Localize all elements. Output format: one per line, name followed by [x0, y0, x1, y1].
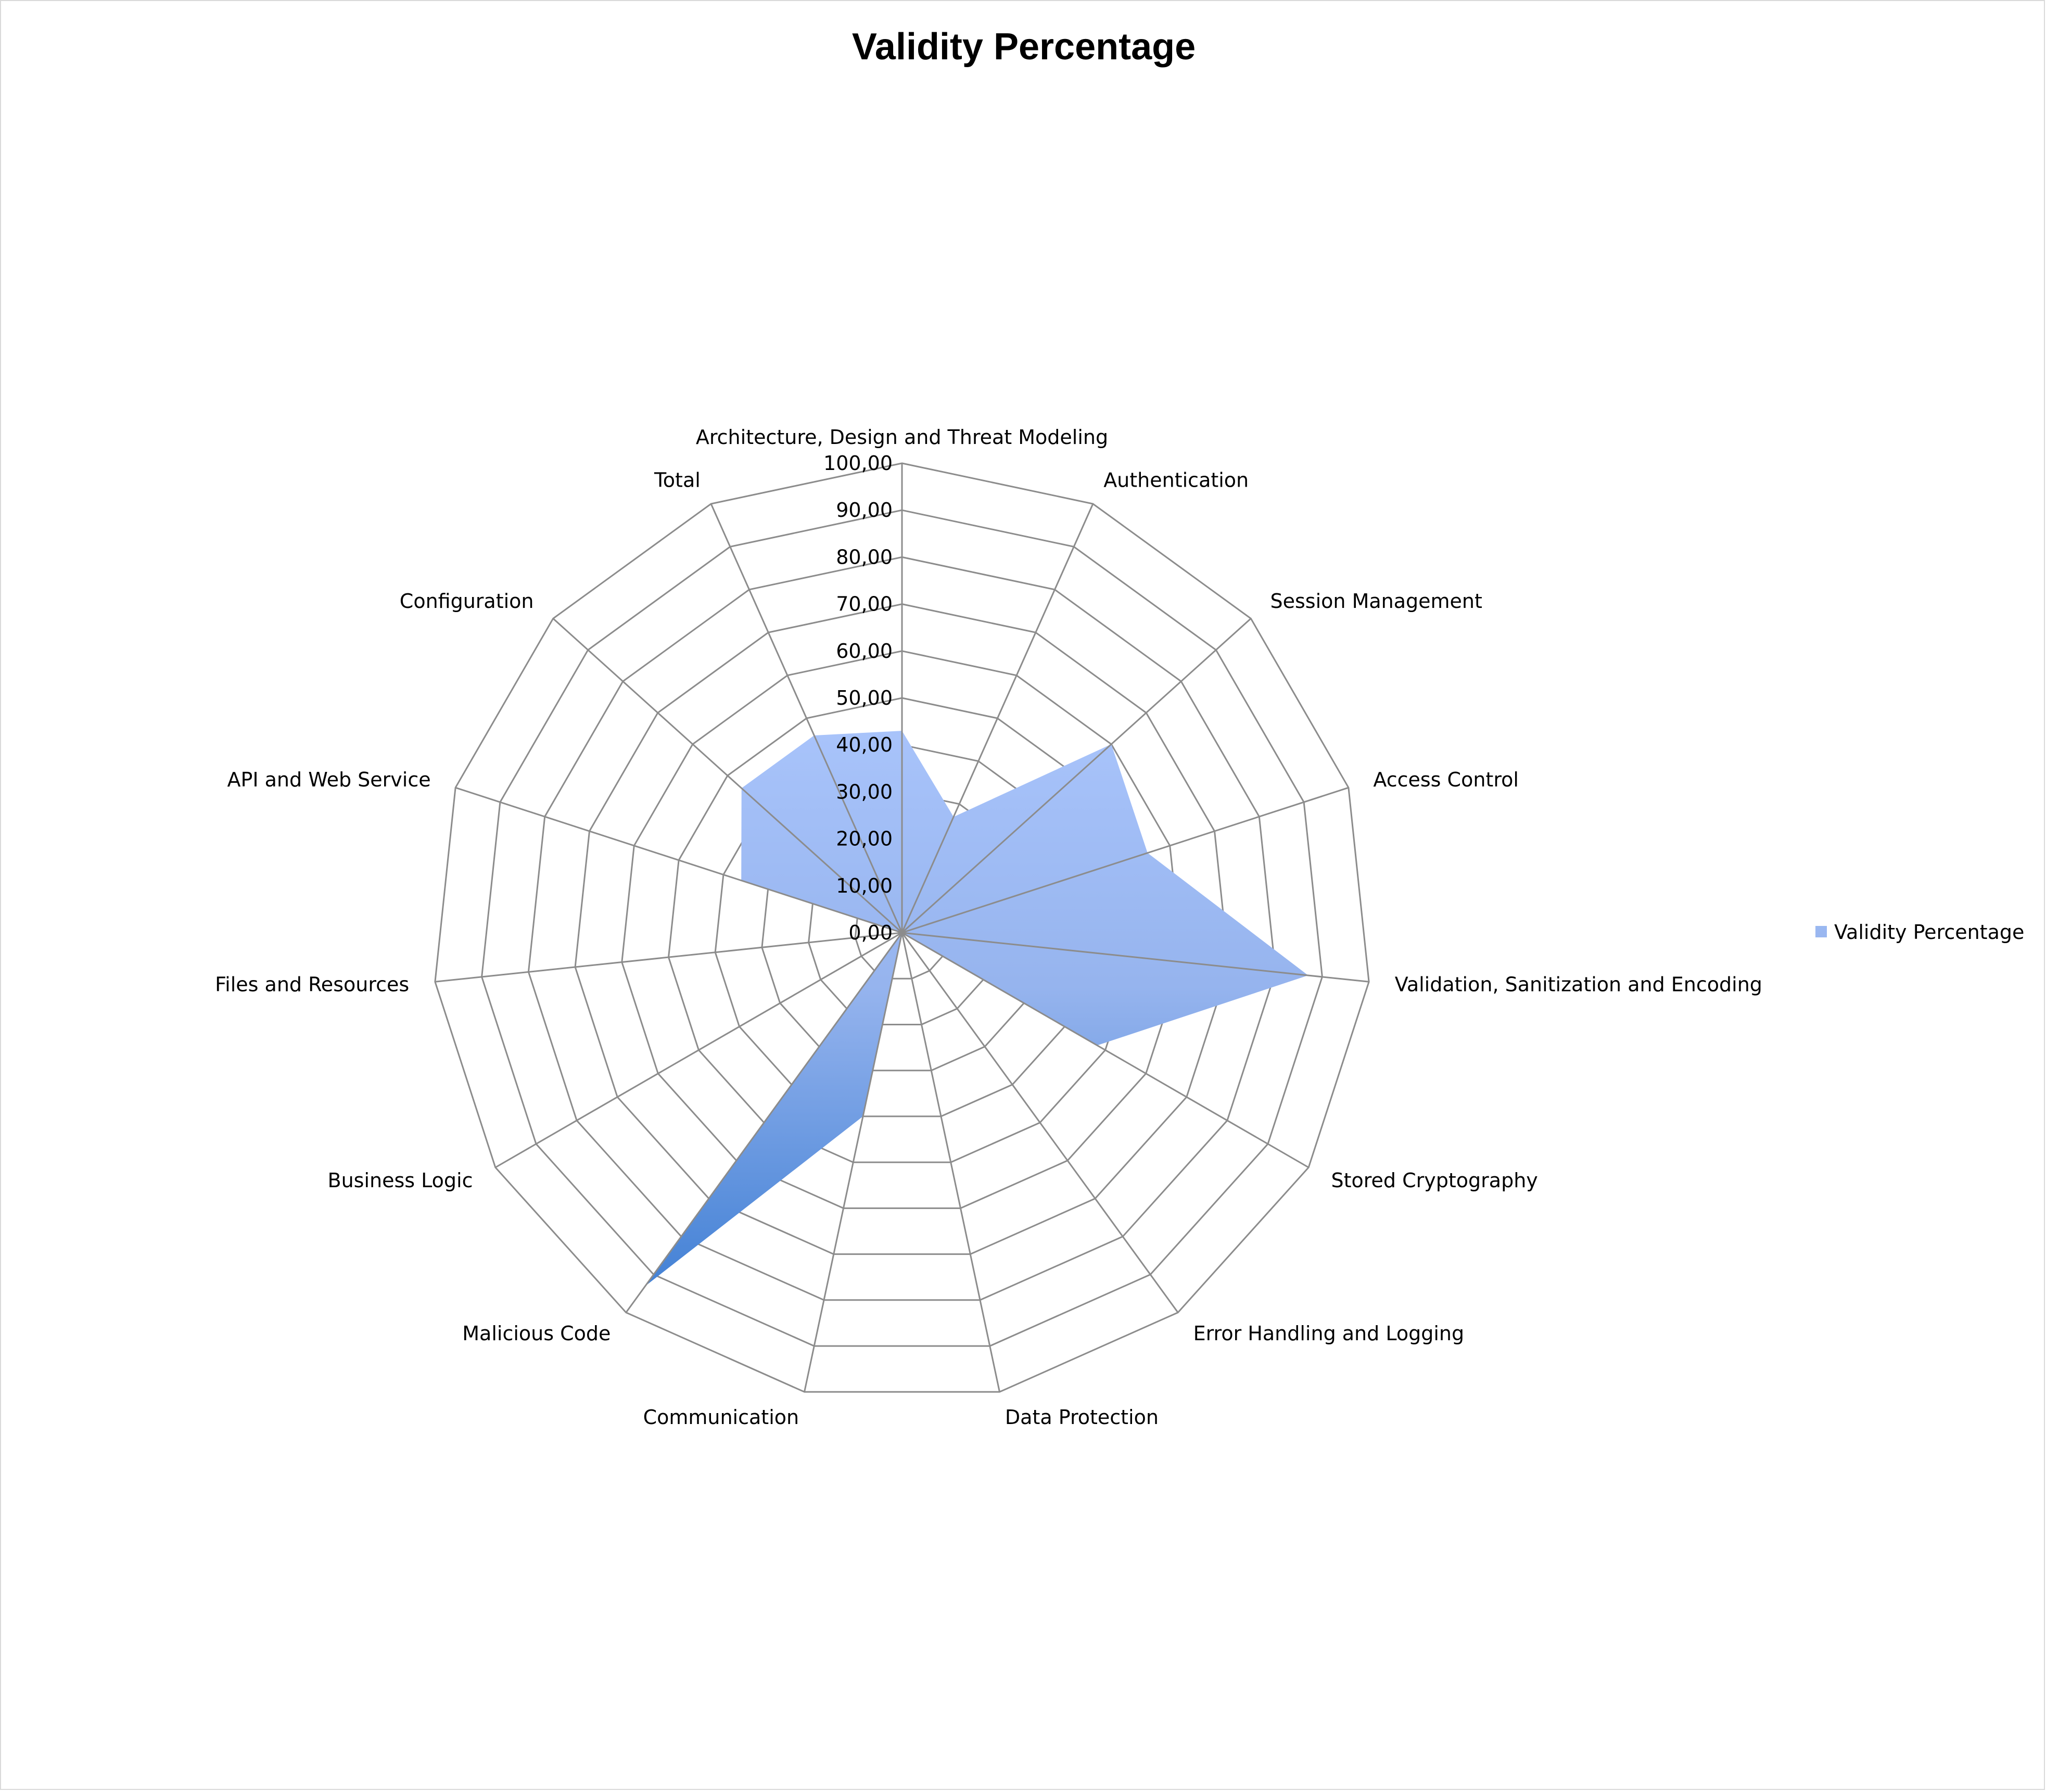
spoke-line: [901, 932, 1179, 1313]
category-label: Files and Resources: [215, 973, 409, 996]
category-labels: Architecture, Design and Threat Modeling…: [215, 426, 1762, 1429]
category-label: API and Web Service: [227, 768, 430, 791]
series-area-0: [645, 731, 1308, 1286]
category-label: Validation, Sanitization and Encoding: [1395, 973, 1762, 996]
spoke-line: [901, 932, 1000, 1392]
gridline-ring: [527, 556, 1277, 1301]
tick-label: 10,00: [836, 874, 893, 897]
tick-label: 100,00: [823, 452, 893, 475]
tick-label: 50,00: [836, 687, 893, 709]
category-label: Configuration: [400, 590, 534, 613]
category-label: Business Logic: [328, 1169, 473, 1192]
spoke-line: [710, 503, 903, 933]
spoke-line: [625, 932, 903, 1313]
tick-label: 90,00: [836, 499, 893, 522]
category-label: Session Management: [1270, 590, 1482, 613]
legend-entry-validity-percentage: Validity Percentage: [1834, 921, 2024, 944]
tick-label: 40,00: [836, 733, 893, 756]
gridline-ring: [434, 462, 1370, 1393]
category-label: Architecture, Design and Threat Modeling: [696, 426, 1108, 449]
spoke-line: [552, 618, 903, 934]
spoke-line: [435, 932, 903, 983]
tick-label: 70,00: [836, 593, 893, 616]
category-label: Total: [654, 468, 701, 491]
spoke-line: [901, 932, 1369, 983]
gridline-ring: [481, 509, 1323, 1347]
tick-label: 30,00: [836, 780, 893, 803]
spoke-line: [901, 786, 1349, 934]
tick-label: 0,00: [848, 921, 893, 944]
series-area-group: [645, 731, 1308, 1286]
category-label: Access Control: [1373, 768, 1519, 791]
category-label: Communication: [643, 1406, 799, 1429]
category-label: Authentication: [1103, 468, 1249, 491]
chart-title: Validity Percentage: [852, 26, 1196, 68]
category-label: Data Protection: [1005, 1406, 1159, 1429]
legend: Validity Percentage: [1815, 921, 2024, 944]
category-label: Error Handling and Logging: [1193, 1322, 1465, 1345]
spoke-line: [495, 932, 903, 1168]
gridline-ring: [574, 603, 1230, 1255]
spoke-line: [455, 786, 903, 934]
spoke-line: [804, 932, 903, 1392]
radar-spokes: [435, 463, 1369, 1392]
category-label: Malicious Code: [462, 1322, 611, 1345]
gridline-ring: [621, 650, 1183, 1209]
tick-label: 80,00: [836, 545, 893, 568]
tick-label: 20,00: [836, 828, 893, 850]
spoke-line: [901, 503, 1094, 933]
category-label: Stored Cryptography: [1331, 1169, 1538, 1192]
radial-tick-labels: 0,00 10,00 20,00 30,00 40,00 50,00 60,00 70,00 8…: [823, 452, 893, 944]
legend-swatch: [1815, 926, 1827, 937]
tick-label: 60,00: [836, 640, 893, 663]
spoke-line: [901, 618, 1252, 934]
spoke-line: [901, 932, 1309, 1168]
